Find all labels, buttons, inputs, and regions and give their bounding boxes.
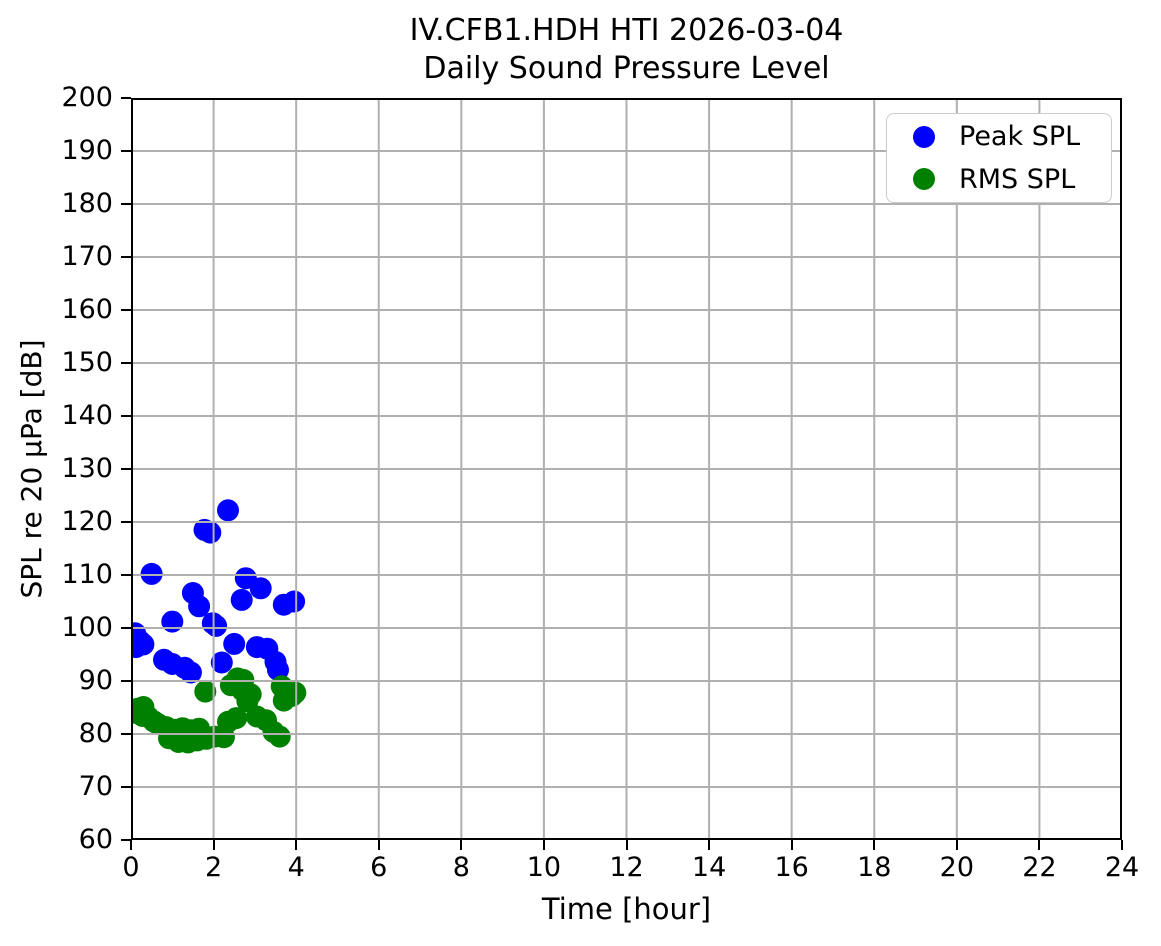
peak-spl-point bbox=[188, 595, 211, 618]
x-tick-mark bbox=[625, 840, 628, 850]
x-tick-mark bbox=[130, 840, 132, 850]
y-tick-mark bbox=[121, 362, 131, 364]
peak-spl-point bbox=[223, 632, 246, 655]
peak-spl-point bbox=[132, 633, 155, 656]
x-tick-label: 24 bbox=[1104, 852, 1140, 883]
peak-spl-point bbox=[217, 499, 239, 522]
rms-spl-point bbox=[194, 680, 217, 703]
x-tick-mark bbox=[1121, 840, 1123, 850]
y-tick-mark bbox=[121, 415, 131, 417]
x-tick-mark bbox=[212, 840, 215, 850]
x-tick-mark bbox=[955, 840, 958, 850]
x-tick-label: 4 bbox=[287, 852, 305, 883]
points-layer bbox=[131, 499, 307, 754]
x-tick-mark bbox=[542, 840, 545, 850]
y-tick-mark bbox=[121, 150, 131, 152]
y-tick-label: 90 bbox=[78, 665, 113, 696]
x-tick-label: 22 bbox=[1022, 852, 1057, 883]
plot-border bbox=[131, 98, 1122, 840]
peak-spl-point bbox=[199, 521, 222, 544]
y-tick-mark bbox=[121, 521, 131, 523]
y-tick-mark bbox=[121, 574, 131, 576]
x-tick-mark bbox=[1038, 840, 1041, 850]
y-tick-mark bbox=[121, 680, 131, 682]
y-tick-mark bbox=[121, 256, 131, 258]
y-tick-label: 80 bbox=[78, 718, 113, 749]
y-tick-label: 140 bbox=[61, 400, 113, 431]
peak-spl-point bbox=[230, 588, 253, 611]
y-tick-mark bbox=[121, 309, 131, 311]
y-tick-label: 130 bbox=[61, 453, 113, 484]
x-axis-label: Time [hour] bbox=[541, 892, 712, 926]
x-tick-label: 10 bbox=[526, 852, 562, 883]
peak-spl-point bbox=[161, 610, 184, 633]
y-tick-label: 150 bbox=[61, 347, 113, 378]
x-tick-label: 6 bbox=[370, 852, 388, 883]
legend-entry-rms-spl: RMS SPL bbox=[887, 159, 1111, 199]
plot-area: Peak SPL RMS SPL bbox=[131, 98, 1122, 840]
x-tick-label: 12 bbox=[609, 852, 644, 883]
peak-spl-point bbox=[283, 590, 306, 613]
chart-title: IV.CFB1.HDH HTI 2026-03-04 bbox=[409, 13, 844, 48]
x-tick-mark bbox=[295, 840, 298, 850]
rms-spl-point bbox=[225, 707, 248, 730]
x-tick-mark bbox=[460, 840, 463, 850]
x-tick-label: 16 bbox=[774, 852, 809, 883]
y-tick-mark bbox=[121, 627, 131, 629]
x-tick-mark bbox=[708, 840, 711, 850]
legend: Peak SPL RMS SPL bbox=[886, 113, 1112, 203]
peak-spl-point bbox=[210, 651, 233, 674]
y-tick-mark bbox=[121, 733, 131, 735]
rms-spl-legend-marker-icon bbox=[913, 168, 935, 191]
gridlines bbox=[131, 98, 1122, 840]
x-tick-mark bbox=[377, 840, 380, 850]
x-tick-label: 14 bbox=[691, 852, 727, 883]
legend-label: Peak SPL bbox=[959, 121, 1081, 153]
x-tick-mark bbox=[790, 840, 793, 850]
rms-spl-point bbox=[268, 725, 291, 748]
peak-spl-point bbox=[267, 658, 289, 681]
y-tick-label: 190 bbox=[61, 135, 113, 166]
chart-title-block: IV.CFB1.HDH HTI 2026-03-04 Daily Sound P… bbox=[131, 12, 1122, 88]
y-tick-mark bbox=[121, 203, 131, 205]
x-tick-mark bbox=[873, 840, 876, 850]
y-tick-label: 60 bbox=[78, 824, 113, 855]
peak-spl-legend-marker-icon bbox=[913, 125, 935, 148]
y-tick-mark bbox=[121, 468, 131, 470]
y-tick-label: 120 bbox=[61, 506, 113, 537]
x-tick-label: 18 bbox=[857, 852, 892, 883]
y-tick-label: 170 bbox=[61, 241, 113, 272]
y-tick-mark bbox=[121, 786, 131, 788]
y-tick-mark bbox=[121, 97, 131, 99]
legend-entry-peak-spl: Peak SPL bbox=[887, 117, 1111, 157]
peak-spl-point bbox=[249, 577, 272, 600]
x-tick-label: 20 bbox=[939, 852, 974, 883]
peak-spl-point bbox=[140, 562, 163, 585]
x-tick-label: 2 bbox=[204, 852, 223, 883]
y-tick-label: 70 bbox=[78, 771, 113, 802]
y-tick-label: 180 bbox=[61, 188, 113, 219]
y-tick-label: 200 bbox=[61, 82, 113, 113]
legend-label: RMS SPL bbox=[959, 163, 1076, 195]
scatter-plot bbox=[131, 98, 1122, 840]
peak-spl-point bbox=[205, 614, 228, 637]
y-tick-label: 100 bbox=[61, 612, 113, 643]
y-tick-label: 110 bbox=[61, 559, 113, 590]
x-tick-label: 8 bbox=[452, 852, 470, 883]
y-tick-label: 160 bbox=[61, 294, 113, 325]
chart-subtitle: Daily Sound Pressure Level bbox=[423, 51, 830, 86]
peak-spl-point bbox=[179, 661, 202, 684]
y-tick-mark bbox=[121, 839, 131, 841]
x-tick-label: 0 bbox=[122, 852, 140, 883]
